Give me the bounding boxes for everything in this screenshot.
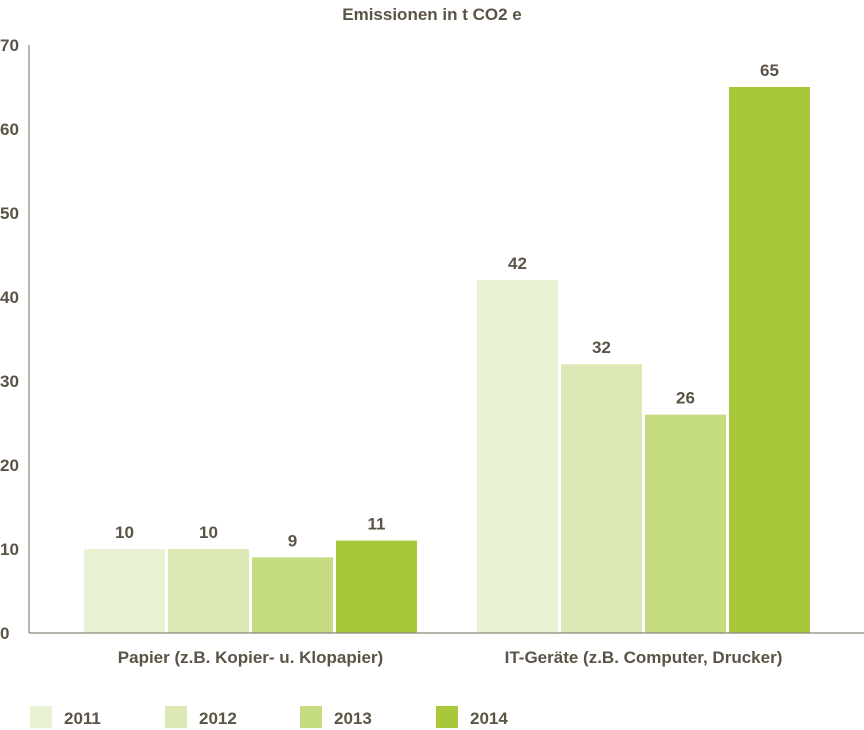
y-tick-label: 30 — [0, 372, 19, 391]
y-tick-label: 40 — [0, 288, 19, 307]
legend-swatch-2012 — [165, 706, 187, 728]
y-tick-label: 50 — [0, 204, 19, 223]
y-tick-label: 20 — [0, 456, 19, 475]
legend: 2011 2012 2013 2014 — [30, 706, 508, 728]
x-axis: Papier (z.B. Kopier- u. Klopapier) IT-Ger… — [29, 632, 864, 667]
data-label: 11 — [368, 515, 386, 534]
legend-label: 2013 — [334, 709, 372, 728]
data-label: 32 — [592, 338, 611, 357]
bar-2012-2 — [561, 364, 642, 633]
bar-2012-1 — [168, 549, 249, 633]
legend-swatch-2013 — [300, 706, 322, 728]
bar-2013-1 — [252, 557, 333, 633]
category-label: IT-Geräte (z.B. Computer, Drucker) — [505, 648, 783, 667]
data-label: 26 — [676, 389, 695, 408]
y-tick-label: 70 — [0, 36, 19, 55]
category-label: Papier (z.B. Kopier- u. Klopapier) — [118, 648, 383, 667]
data-label: 9 — [288, 531, 297, 550]
chart-title: Emissionen in t CO2 e — [342, 5, 522, 24]
legend-label: 2012 — [199, 709, 237, 728]
legend-label: 2011 — [64, 709, 101, 728]
legend-swatch-2014 — [436, 706, 458, 728]
y-tick-label: 60 — [0, 120, 19, 139]
bar-2011-2 — [477, 280, 558, 633]
data-label: 65 — [760, 61, 779, 80]
bar-2013-2 — [645, 414, 726, 633]
legend-label: 2014 — [470, 709, 508, 728]
legend-swatch-2011 — [30, 706, 52, 728]
bar-2014-2 — [729, 87, 810, 633]
data-label: 10 — [199, 523, 218, 542]
data-labels: 10 10 9 11 42 32 26 65 — [115, 61, 779, 550]
data-label: 42 — [508, 254, 527, 273]
y-tick-label: 0 — [0, 624, 9, 643]
bars — [84, 87, 810, 633]
data-label: 10 — [115, 523, 134, 542]
bar-2011-1 — [84, 549, 165, 633]
bar-2014-1 — [336, 540, 417, 633]
y-tick-label: 10 — [0, 540, 19, 559]
y-axis: 0 10 20 30 40 50 60 70 — [0, 36, 30, 643]
